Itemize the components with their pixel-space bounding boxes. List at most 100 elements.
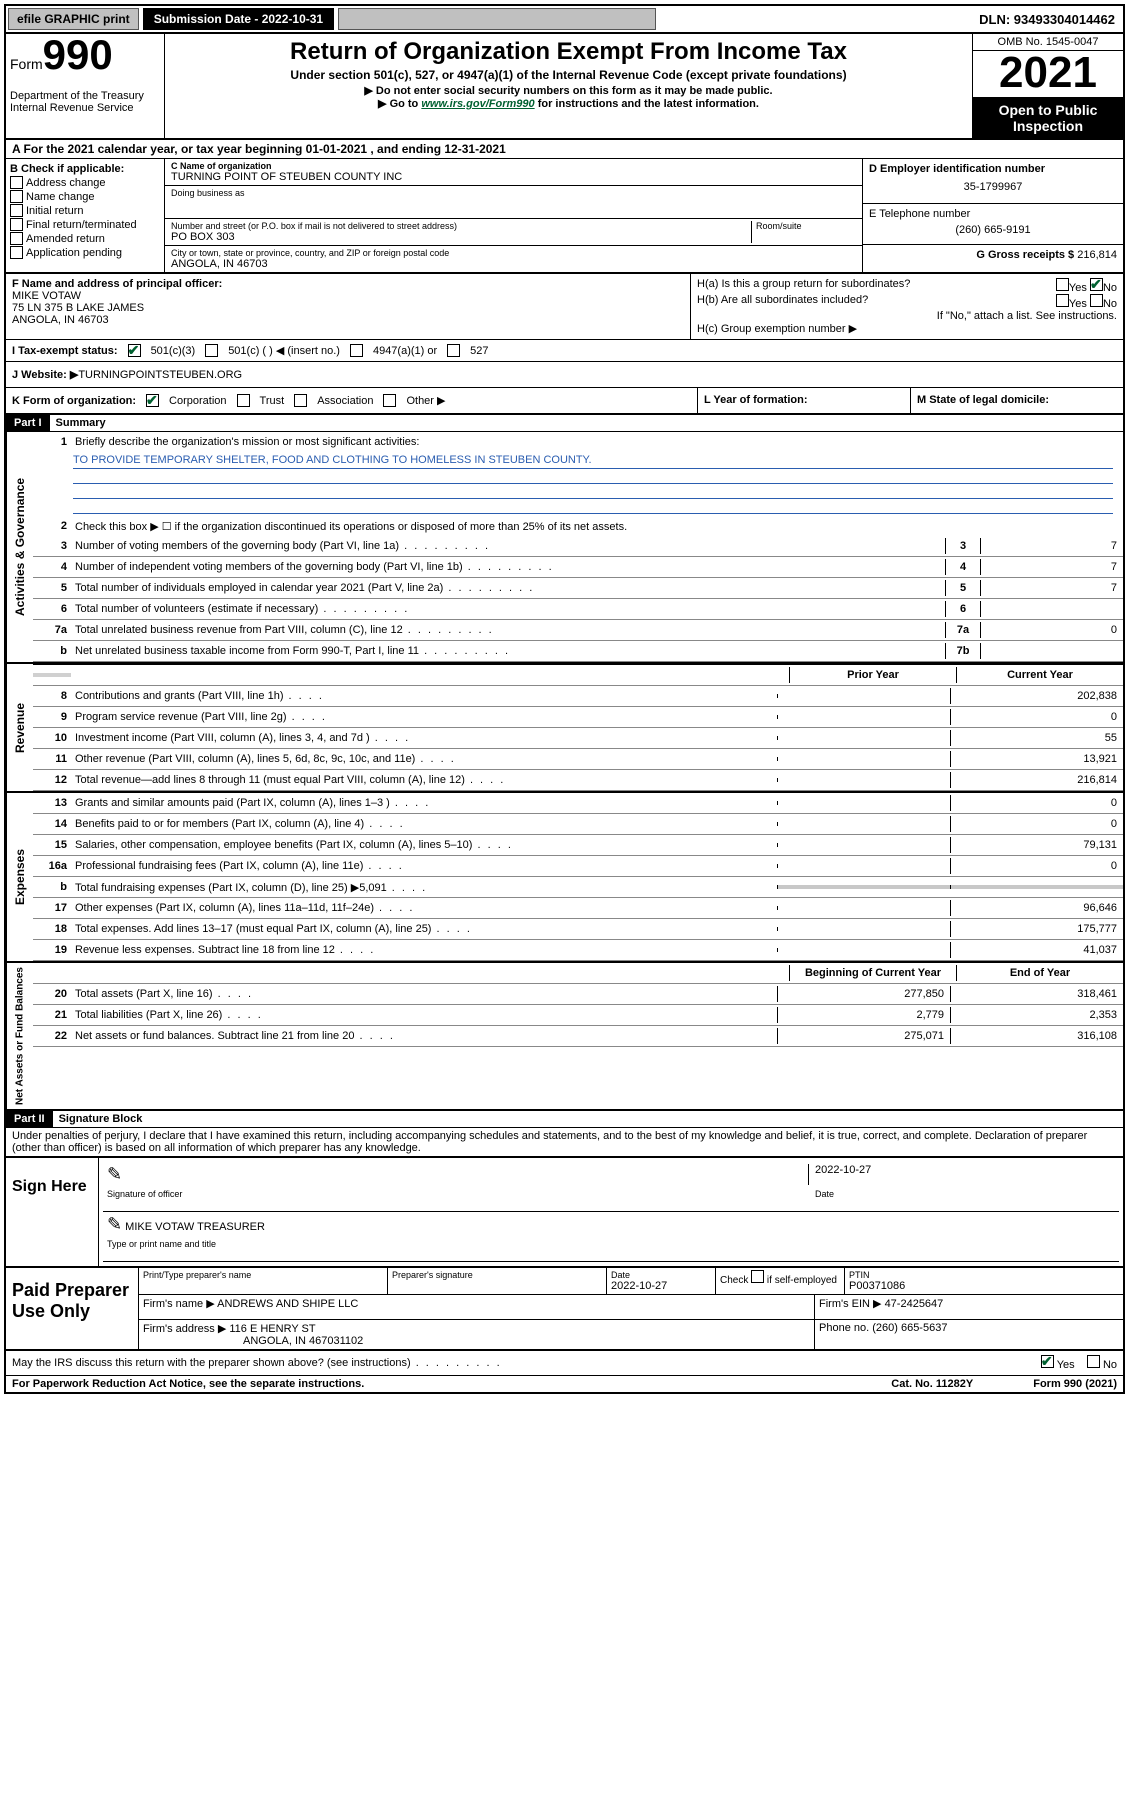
hb-label: H(b) Are all subordinates included? <box>697 294 868 310</box>
chk-address-change[interactable] <box>10 176 23 189</box>
org-address: PO BOX 303 <box>171 231 751 243</box>
line-9: 9Program service revenue (Part VIII, lin… <box>33 707 1123 728</box>
chk-527[interactable] <box>447 344 460 357</box>
top-bar: efile GRAPHIC print Submission Date - 20… <box>6 6 1123 34</box>
signer-name-label: Type or print name and title <box>103 1237 1119 1262</box>
chk-other[interactable] <box>383 394 396 407</box>
col-end: End of Year <box>956 965 1123 981</box>
sig-officer-label: Signature of officer <box>107 1189 809 1209</box>
row-j: J Website: ▶ TURNINGPOINTSTEUBEN.ORG <box>6 362 1123 388</box>
line-10: 10Investment income (Part VIII, column (… <box>33 728 1123 749</box>
part-i-title: Summary <box>50 415 112 431</box>
firm-name: ANDREWS AND SHIPE LLC <box>217 1298 358 1310</box>
prep-date: 2022-10-27 <box>611 1280 711 1292</box>
block-expenses: Expenses 13Grants and similar amounts pa… <box>6 793 1123 963</box>
gross-label: G Gross receipts $ <box>976 249 1074 261</box>
side-governance: Activities & Governance <box>6 432 33 662</box>
line-17: 17Other expenses (Part IX, column (A), l… <box>33 898 1123 919</box>
chk-final-return[interactable] <box>10 218 23 231</box>
ha-no[interactable] <box>1090 278 1103 291</box>
discuss-text: May the IRS discuss this return with the… <box>12 1357 502 1369</box>
chk-assoc[interactable] <box>294 394 307 407</box>
sign-here-label: Sign Here <box>6 1158 99 1266</box>
side-revenue: Revenue <box>6 664 33 791</box>
phone-value: (260) 665-9191 <box>869 220 1117 240</box>
part-i-badge: Part I <box>6 415 50 431</box>
chk-trust[interactable] <box>237 394 250 407</box>
firm-phone: (260) 665-5637 <box>872 1322 947 1334</box>
chk-corp[interactable] <box>146 394 159 407</box>
side-expenses: Expenses <box>6 793 33 961</box>
line-11: 11Other revenue (Part VIII, column (A), … <box>33 749 1123 770</box>
hc-label: H(c) Group exemption number ▶ <box>697 322 1117 335</box>
chk-application-pending[interactable] <box>10 246 23 259</box>
box-d-e-g: D Employer identification number 35-1799… <box>862 159 1123 272</box>
line-20: 20Total assets (Part X, line 16)277,8503… <box>33 984 1123 1005</box>
f-label: F Name and address of principal officer: <box>12 278 684 290</box>
sign-section: Sign Here ✎ 2022-10-27 Signature of offi… <box>6 1156 1123 1268</box>
part-ii-title: Signature Block <box>53 1111 149 1127</box>
prep-name-label: Print/Type preparer's name <box>143 1270 383 1280</box>
sign-date: 2022-10-27 <box>809 1164 1115 1185</box>
col-begin: Beginning of Current Year <box>789 965 956 981</box>
chk-initial-return[interactable] <box>10 204 23 217</box>
city-label: City or town, state or province, country… <box>171 248 856 258</box>
chk-501c[interactable] <box>205 344 218 357</box>
form-footer: Form 990 (2021) <box>1033 1378 1117 1390</box>
discuss-no[interactable] <box>1087 1355 1100 1368</box>
dln-label: DLN: 93493304014462 <box>979 12 1121 27</box>
efile-button[interactable]: efile GRAPHIC print <box>8 8 139 30</box>
m-label: M State of legal domicile: <box>917 394 1049 406</box>
chk-4947[interactable] <box>350 344 363 357</box>
block-netassets: Net Assets or Fund Balances Beginning of… <box>6 963 1123 1111</box>
cat-no: Cat. No. 11282Y <box>891 1378 973 1390</box>
i-label: I Tax-exempt status: <box>12 345 118 357</box>
line1-label: Briefly describe the organization's miss… <box>71 434 1123 450</box>
form-subtitle: Under section 501(c), 527, or 4947(a)(1)… <box>171 68 966 82</box>
section-b-c-d: B Check if applicable: Address change Na… <box>6 159 1123 274</box>
ptin-label: PTIN <box>849 1270 1119 1280</box>
hb-no[interactable] <box>1090 294 1103 307</box>
chk-501c3[interactable] <box>128 344 141 357</box>
addr-label: Number and street (or P.O. box if mail i… <box>171 221 751 231</box>
gov-line-3: 3Number of voting members of the governi… <box>33 536 1123 557</box>
declaration-text: Under penalties of perjury, I declare th… <box>6 1128 1123 1156</box>
paid-label: Paid Preparer Use Only <box>6 1268 139 1349</box>
form-header: Form990 Department of the Treasury Inter… <box>6 34 1123 140</box>
chk-self-employed[interactable] <box>751 1270 764 1283</box>
chk-name-change[interactable] <box>10 190 23 203</box>
line2-text: Check this box ▶ ☐ if the organization d… <box>71 518 1123 535</box>
hb-yes[interactable] <box>1056 294 1069 307</box>
paperwork-notice: For Paperwork Reduction Act Notice, see … <box>12 1378 364 1390</box>
line-16a: 16aProfessional fundraising fees (Part I… <box>33 856 1123 877</box>
ha-yes[interactable] <box>1056 278 1069 291</box>
irs-link[interactable]: www.irs.gov/Form990 <box>421 98 534 110</box>
ein-value: 35-1799967 <box>869 175 1117 199</box>
website-value: TURNINGPOINTSTEUBEN.ORG <box>78 369 242 381</box>
firm-addr-label: Firm's address ▶ <box>143 1323 226 1335</box>
ptin-value: P00371086 <box>849 1280 1119 1292</box>
form-title: Return of Organization Exempt From Incom… <box>171 38 966 66</box>
signer-name: MIKE VOTAW TREASURER <box>125 1221 265 1233</box>
block-revenue: Revenue Prior Year Current Year 8Contrib… <box>6 664 1123 793</box>
blank-button[interactable] <box>338 8 656 30</box>
line-15: 15Salaries, other compensation, employee… <box>33 835 1123 856</box>
part-ii-badge: Part II <box>6 1111 53 1127</box>
gov-line-7a: 7aTotal unrelated business revenue from … <box>33 620 1123 641</box>
side-netassets: Net Assets or Fund Balances <box>6 963 33 1109</box>
firm-addr2: ANGOLA, IN 467031102 <box>143 1335 810 1347</box>
submission-date-button[interactable]: Submission Date - 2022-10-31 <box>143 8 334 30</box>
chk-amended[interactable] <box>10 232 23 245</box>
block-governance: Activities & Governance 1 Briefly descri… <box>6 432 1123 664</box>
footer-row: For Paperwork Reduction Act Notice, see … <box>6 1375 1123 1392</box>
dept-label: Department of the Treasury <box>10 90 160 102</box>
j-label: J Website: ▶ <box>12 368 78 381</box>
box-f: F Name and address of principal officer:… <box>6 274 691 339</box>
c-name-label: C Name of organization <box>171 161 856 171</box>
k-label: K Form of organization: <box>12 395 136 407</box>
ha-label: H(a) Is this a group return for subordin… <box>697 278 910 294</box>
warn-ssn: ▶ Do not enter social security numbers o… <box>171 84 966 97</box>
line-14: 14Benefits paid to or for members (Part … <box>33 814 1123 835</box>
line-8: 8Contributions and grants (Part VIII, li… <box>33 686 1123 707</box>
discuss-yes[interactable] <box>1041 1355 1054 1368</box>
